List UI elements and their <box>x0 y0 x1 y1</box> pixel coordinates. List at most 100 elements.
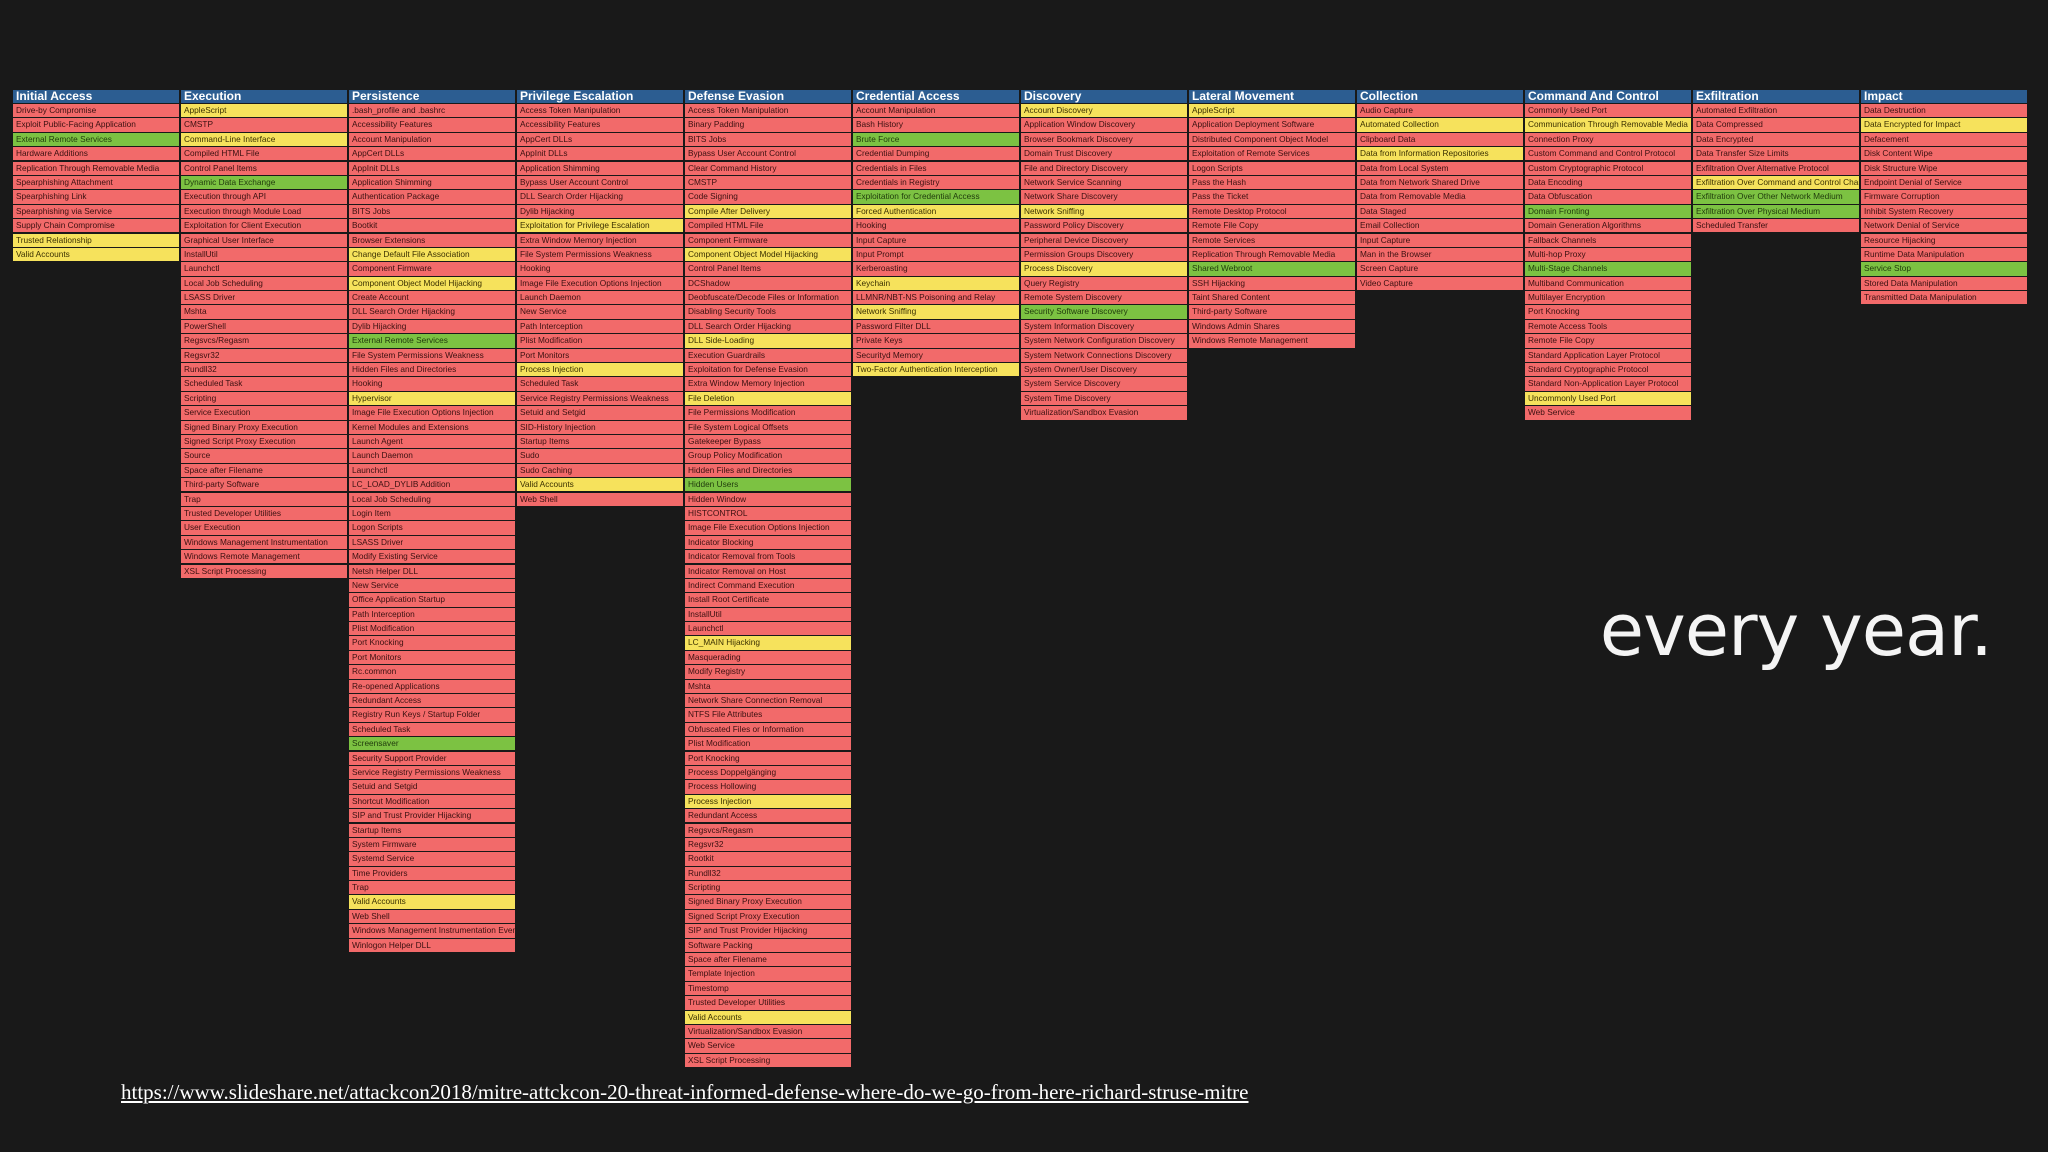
technique-cell: Standard Application Layer Protocol <box>1525 348 1691 362</box>
technique-cell: Scheduled Transfer <box>1693 219 1859 233</box>
technique-cell: Hypervisor <box>349 391 515 406</box>
technique-cell: Credentials in Files <box>853 161 1019 175</box>
technique-cell: LSASS Driver <box>349 535 515 550</box>
tactic-header: Execution <box>181 90 347 103</box>
technique-cell: Component Object Model Hijacking <box>685 247 851 262</box>
technique-cell: Windows Remote Management <box>1189 334 1355 348</box>
technique-cell: Exploit Public-Facing Application <box>13 118 179 132</box>
technique-cell: Scheduled Task <box>181 377 347 391</box>
tactic-column: Initial Access Drive-by Compromise Exploit… <box>13 90 179 1068</box>
technique-cell: Scripting <box>181 391 347 406</box>
technique-cell: Regsvr32 <box>685 837 851 852</box>
technique-cell: Code Signing <box>685 190 851 204</box>
technique-cell: System Service Discovery <box>1021 377 1187 391</box>
technique-cell: Pass the Ticket <box>1189 190 1355 204</box>
tactic-column: Exfiltration Automated Exfiltration Data C… <box>1693 90 1859 1068</box>
technique-cell: Password Filter DLL <box>853 319 1019 334</box>
technique-cell: Indicator Removal on Host <box>685 564 851 578</box>
technique-cell: Port Monitors <box>517 348 683 362</box>
technique-cell: Plist Modification <box>349 622 515 636</box>
technique-cell: External Remote Services <box>349 334 515 348</box>
technique-cell: Logon Scripts <box>1189 161 1355 175</box>
technique-cell: AppCert DLLs <box>517 132 683 147</box>
technique-cell: Scheduled Task <box>517 377 683 391</box>
technique-cell: SID-History Injection <box>517 420 683 434</box>
technique-cell: Application Shimming <box>349 175 515 190</box>
tactic-column: Privilege Escalation Access Token Manipul… <box>517 90 683 1068</box>
technique-cell: Control Panel Items <box>685 262 851 276</box>
technique-cell: Signed Binary Proxy Execution <box>685 895 851 909</box>
technique-cell: Runtime Data Manipulation <box>1861 247 2027 262</box>
technique-cell: Fallback Channels <box>1525 233 1691 247</box>
technique-cell: Process Hollowing <box>685 780 851 794</box>
technique-cell: Brute Force <box>853 132 1019 147</box>
technique-cell: System Owner/User Discovery <box>1021 363 1187 377</box>
technique-cell: Path Interception <box>349 607 515 621</box>
technique-cell: Regsvcs/Regasm <box>685 823 851 837</box>
technique-cell: Accessibility Features <box>349 118 515 132</box>
technique-cell: Hardware Additions <box>13 147 179 161</box>
technique-cell: DLL Search Order Hijacking <box>349 305 515 319</box>
tactic-column: Credential Access Account Manipulation Bas… <box>853 90 1019 1068</box>
technique-cell: System Information Discovery <box>1021 319 1187 334</box>
technique-cell: Image File Execution Options Injection <box>517 276 683 290</box>
technique-cell: Bootkit <box>349 219 515 233</box>
technique-cell: Data Obfuscation <box>1525 190 1691 204</box>
technique-cell: Process Discovery <box>1021 262 1187 276</box>
technique-cell: Accessibility Features <box>517 118 683 132</box>
technique-cell: Port Monitors <box>349 650 515 665</box>
technique-cell: Valid Accounts <box>13 247 179 262</box>
technique-cell: Winlogon Helper DLL <box>349 938 515 952</box>
technique-cell: Replication Through Removable Media <box>13 161 179 175</box>
tactic-header: Privilege Escalation <box>517 90 683 103</box>
tactic-column: Persistence .bash_profile and .bashrc Acce… <box>349 90 515 1068</box>
tactic-header: Discovery <box>1021 90 1187 103</box>
technique-cell: Launch Daemon <box>517 291 683 305</box>
technique-cell: Third-party Software <box>181 478 347 492</box>
technique-cell: Multiband Communication <box>1525 276 1691 290</box>
technique-cell: Network Denial of Service <box>1861 219 2027 233</box>
technique-cell: Extra Window Memory Injection <box>685 377 851 391</box>
technique-cell: Indicator Removal from Tools <box>685 550 851 564</box>
technique-cell: Web Shell <box>349 909 515 924</box>
technique-cell: Re-opened Applications <box>349 679 515 693</box>
technique-cell: Application Deployment Software <box>1189 118 1355 132</box>
technique-cell: Drive-by Compromise <box>13 104 179 118</box>
technique-cell: Domain Trust Discovery <box>1021 147 1187 161</box>
technique-cell: HISTCONTROL <box>685 506 851 521</box>
technique-cell: Software Packing <box>685 938 851 952</box>
technique-cell: Virtualization/Sandbox Evasion <box>1021 406 1187 420</box>
technique-cell: Remote File Copy <box>1189 219 1355 233</box>
technique-cell: Uncommonly Used Port <box>1525 391 1691 406</box>
technique-cell: Forced Authentication <box>853 204 1019 219</box>
technique-cell: DLL Side-Loading <box>685 334 851 348</box>
technique-cell: Mshta <box>685 679 851 693</box>
tactic-column: Defense Evasion Access Token Manipulation… <box>685 90 851 1068</box>
tactic-header: Initial Access <box>13 90 179 103</box>
technique-cell: Email Collection <box>1357 219 1523 233</box>
technique-cell: Command-Line Interface <box>181 132 347 147</box>
technique-cell: Service Registry Permissions Weakness <box>517 391 683 406</box>
source-link[interactable]: https://www.slideshare.net/attackcon2018… <box>121 1080 1249 1104</box>
technique-cell: Standard Non-Application Layer Protocol <box>1525 377 1691 391</box>
technique-cell: Access Token Manipulation <box>517 104 683 118</box>
technique-cell: Clipboard Data <box>1357 132 1523 147</box>
technique-cell: XSL Script Processing <box>181 564 347 578</box>
technique-cell: Time Providers <box>349 866 515 880</box>
technique-cell: System Firmware <box>349 837 515 852</box>
technique-cell: New Service <box>349 578 515 593</box>
technique-cell: Registry Run Keys / Startup Folder <box>349 708 515 722</box>
technique-cell: CMSTP <box>685 175 851 190</box>
technique-cell: Compiled HTML File <box>181 147 347 161</box>
technique-cell: Exfiltration Over Command and Control Ch… <box>1693 175 1859 190</box>
technique-cell: Logon Scripts <box>349 521 515 535</box>
technique-cell: Commonly Used Port <box>1525 104 1691 118</box>
technique-cell: Hooking <box>853 219 1019 233</box>
technique-cell: Connection Proxy <box>1525 132 1691 147</box>
technique-cell: SSH Hijacking <box>1189 276 1355 290</box>
technique-cell: Rundll32 <box>685 866 851 880</box>
tactic-column: Lateral Movement AppleScript Application D… <box>1189 90 1355 1068</box>
tactic-header: Exfiltration <box>1693 90 1859 103</box>
technique-cell: DLL Search Order Hijacking <box>517 190 683 204</box>
technique-cell: Kernel Modules and Extensions <box>349 420 515 434</box>
